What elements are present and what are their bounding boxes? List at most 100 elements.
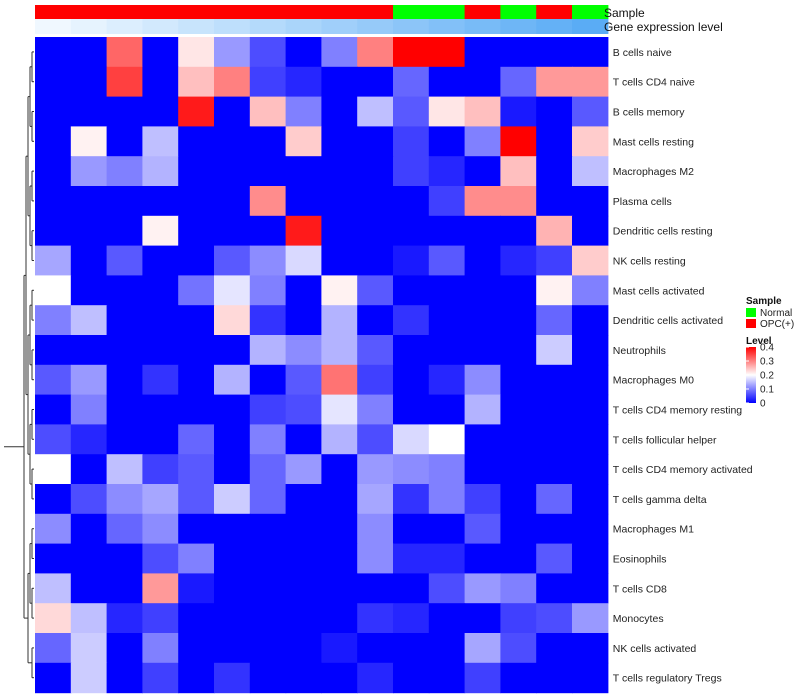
heatmap-cell bbox=[178, 66, 215, 98]
heatmap-cell bbox=[357, 633, 394, 664]
heatmap-cell bbox=[393, 96, 430, 127]
heatmap-cell bbox=[572, 275, 609, 306]
heatmap-cell bbox=[500, 424, 537, 455]
heatmap-cell bbox=[393, 513, 430, 545]
heatmap-cell bbox=[572, 37, 609, 68]
heatmap-cell bbox=[321, 364, 358, 396]
expression-annotation-cell bbox=[142, 19, 179, 34]
heatmap-cell bbox=[393, 484, 430, 515]
heatmap-cell bbox=[35, 424, 72, 455]
sample-annotation-cell bbox=[142, 5, 179, 19]
heatmap-cell bbox=[393, 394, 430, 425]
heatmap-cell bbox=[572, 215, 609, 247]
heatmap-cell bbox=[70, 424, 108, 455]
heatmap-cell bbox=[572, 662, 609, 694]
row-label: Dendritic cells resting bbox=[613, 226, 713, 238]
heatmap-cell bbox=[464, 662, 501, 694]
heatmap-cell bbox=[357, 37, 394, 68]
heatmap-cell bbox=[106, 126, 143, 157]
heatmap-cell bbox=[572, 633, 609, 664]
heatmap-cell bbox=[357, 424, 394, 455]
heatmap-cell bbox=[393, 37, 430, 68]
heatmap-cell bbox=[70, 573, 108, 604]
heatmap-cell bbox=[214, 394, 251, 425]
heatmap-cell bbox=[249, 186, 287, 217]
legend-level-tick-label: 0.3 bbox=[760, 357, 774, 368]
heatmap-cell bbox=[572, 126, 609, 157]
heatmap-cell bbox=[35, 543, 72, 574]
heatmap-cell bbox=[500, 66, 537, 98]
heatmap-cell bbox=[393, 364, 430, 396]
heatmap-cell bbox=[214, 245, 251, 276]
heatmap-cell bbox=[214, 126, 251, 157]
sample-annotation-cell bbox=[393, 5, 430, 19]
heatmap-cell bbox=[285, 156, 322, 187]
heatmap-cell bbox=[572, 484, 609, 515]
expression-annotation-cell bbox=[249, 19, 287, 34]
heatmap-cell bbox=[106, 394, 143, 425]
heatmap-cell bbox=[214, 215, 251, 247]
heatmap-cell bbox=[428, 335, 466, 366]
heatmap-cell bbox=[142, 513, 179, 545]
heatmap-cell bbox=[428, 156, 466, 187]
heatmap-cell bbox=[178, 186, 215, 217]
heatmap-cell bbox=[285, 96, 322, 127]
heatmap-cell bbox=[70, 126, 108, 157]
row-label: Neutrophils bbox=[613, 345, 666, 357]
row-label: T cells CD4 naive bbox=[613, 77, 695, 89]
heatmap-cell bbox=[536, 305, 573, 336]
row-dendrogram bbox=[4, 51, 34, 679]
heatmap-cell bbox=[393, 275, 430, 306]
heatmap-cell bbox=[357, 305, 394, 336]
heatmap-cell bbox=[536, 662, 573, 694]
heatmap-cell bbox=[464, 394, 501, 425]
heatmap-cell bbox=[70, 484, 108, 515]
heatmap-cell bbox=[214, 513, 251, 545]
heatmap-cell bbox=[142, 633, 179, 664]
heatmap-cell bbox=[142, 126, 179, 157]
heatmap-cell bbox=[464, 454, 501, 485]
heatmap-cell bbox=[285, 186, 322, 217]
heatmap-cell bbox=[142, 66, 179, 98]
heatmap-cell bbox=[500, 126, 537, 157]
heatmap-cell bbox=[249, 96, 287, 127]
heatmap-cell bbox=[214, 156, 251, 187]
heatmap-cell bbox=[214, 37, 251, 68]
legend-sample-title: Sample bbox=[746, 296, 782, 307]
heatmap-cell bbox=[321, 662, 358, 694]
row-label: B cells naive bbox=[613, 47, 672, 59]
heatmap-cell bbox=[572, 335, 609, 366]
heatmap-cells bbox=[35, 37, 609, 694]
heatmap-cell bbox=[214, 633, 251, 664]
heatmap-cell bbox=[142, 156, 179, 187]
heatmap-cell bbox=[285, 424, 322, 455]
heatmap-cell bbox=[500, 156, 537, 187]
heatmap-cell bbox=[35, 662, 72, 694]
heatmap-cell bbox=[106, 37, 143, 68]
heatmap-cell bbox=[142, 454, 179, 485]
heatmap-cell bbox=[106, 454, 143, 485]
heatmap-cell bbox=[536, 364, 573, 396]
heatmap-cell bbox=[249, 37, 287, 68]
heatmap-cell bbox=[285, 543, 322, 574]
heatmap-cell bbox=[428, 662, 466, 694]
heatmap-cell bbox=[500, 484, 537, 515]
heatmap-cell bbox=[70, 633, 108, 664]
heatmap-cell bbox=[178, 603, 215, 634]
heatmap-cell bbox=[35, 96, 72, 127]
heatmap-cell bbox=[106, 66, 143, 98]
heatmap-cell bbox=[35, 633, 72, 664]
heatmap-cell bbox=[214, 454, 251, 485]
heatmap-cell bbox=[214, 543, 251, 574]
annotation-label-gene-expression: Gene expression level bbox=[604, 20, 723, 34]
sample-annotation-cell bbox=[178, 5, 215, 19]
heatmap-cell bbox=[321, 394, 358, 425]
heatmap-cell bbox=[178, 126, 215, 157]
heatmap-cell bbox=[536, 215, 573, 247]
heatmap-cell bbox=[357, 66, 394, 98]
heatmap-cell bbox=[393, 335, 430, 366]
heatmap-cell bbox=[214, 424, 251, 455]
heatmap-cell bbox=[500, 305, 537, 336]
heatmap-cell bbox=[464, 335, 501, 366]
